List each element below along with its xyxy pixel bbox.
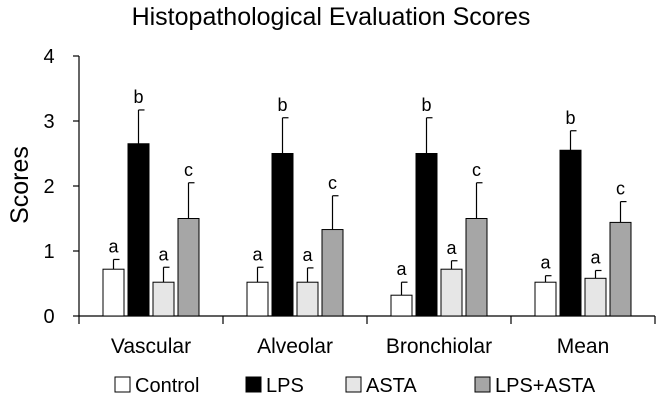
x-category-label: Mean — [557, 335, 610, 358]
legend-swatch — [345, 376, 362, 393]
y-tick-label: 1 — [43, 241, 54, 263]
significance-label: a — [108, 236, 119, 256]
y-axis-label: Scores — [6, 146, 34, 224]
legend-label: LPS — [266, 375, 304, 397]
significance-label: a — [252, 244, 263, 264]
bar — [415, 153, 438, 317]
bar — [102, 268, 125, 317]
legend-swatch — [474, 376, 491, 393]
y-tick-label: 0 — [43, 306, 54, 328]
bar — [390, 294, 413, 317]
significance-label: c — [328, 173, 337, 193]
bar — [296, 281, 319, 317]
legend-swatch — [245, 376, 262, 393]
significance-label: b — [277, 95, 287, 115]
significance-label: a — [446, 238, 457, 258]
bar — [534, 281, 557, 317]
significance-label: b — [421, 95, 431, 115]
bar — [440, 268, 463, 317]
bar — [246, 281, 269, 317]
bar — [465, 218, 488, 317]
significance-label: c — [184, 160, 193, 180]
bar — [127, 143, 150, 317]
legend-label: LPS+ASTA — [495, 375, 596, 397]
bar — [584, 277, 607, 317]
y-tick-label: 2 — [43, 176, 54, 198]
significance-label: a — [396, 259, 407, 279]
y-tick-label: 4 — [43, 46, 54, 68]
legend-swatch — [114, 376, 131, 393]
legend-label: ASTA — [366, 375, 417, 397]
bar — [321, 229, 344, 317]
significance-label: a — [302, 245, 313, 265]
legend-label: Control — [135, 375, 199, 397]
significance-label: c — [616, 179, 625, 199]
x-category-label: Bronchiolar — [386, 335, 492, 358]
bar — [609, 221, 632, 317]
significance-label: a — [540, 253, 551, 273]
bar — [559, 149, 582, 317]
significance-label: a — [158, 244, 169, 264]
x-category-label: Vascular — [111, 335, 191, 358]
significance-label: b — [565, 108, 575, 128]
significance-label: b — [133, 87, 143, 107]
significance-label: a — [590, 248, 601, 268]
bar — [177, 218, 200, 317]
bar — [152, 281, 175, 317]
bar — [271, 153, 294, 317]
chart-title: Histopathological Evaluation Scores — [132, 3, 531, 31]
y-tick-label: 3 — [43, 111, 54, 133]
significance-label: c — [472, 160, 481, 180]
x-category-label: Alveolar — [257, 335, 333, 358]
